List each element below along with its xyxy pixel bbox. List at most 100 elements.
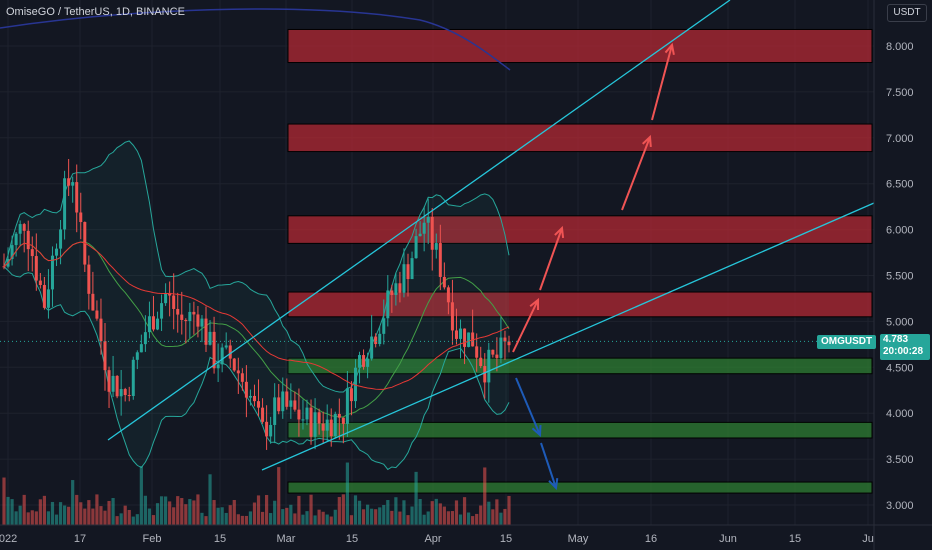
candle-body (261, 407, 265, 422)
time-tick: Ju (862, 533, 874, 545)
volume-bar (139, 466, 143, 525)
volume-bar (244, 515, 248, 525)
projection-arrow-up-head (642, 134, 652, 148)
time-tick: 16 (645, 533, 657, 545)
volume-bar (2, 477, 6, 525)
volume-bar (22, 494, 26, 525)
candle-body (390, 290, 394, 295)
candle-body (55, 248, 59, 256)
volume-bar (151, 515, 156, 525)
price-tick: 6.500 (886, 179, 914, 191)
volume-bar (14, 511, 18, 525)
candle-body (333, 413, 337, 437)
bollinger-bands (3, 140, 510, 471)
candle-body (14, 233, 18, 246)
time-tick: 17 (74, 533, 86, 545)
time-axis[interactable]: 022 17 Feb 15 Mar 15 Apr 15 May 16 Jun 15 Ju (0, 524, 932, 545)
candle-body (269, 424, 273, 437)
candle-body (430, 216, 434, 250)
price-axis[interactable]: 8.000 7.500 7.000 6.500 6.000 5.500 5.000 4.500… (873, 0, 914, 550)
candle-body (366, 358, 370, 367)
candle-body (34, 256, 38, 281)
price-tick: 5.500 (886, 271, 914, 283)
candle-body (293, 400, 297, 410)
volume-bar (479, 505, 483, 525)
candle-body (139, 344, 143, 353)
volume-bar (46, 511, 51, 525)
candle-body (224, 345, 228, 348)
candle-body (107, 370, 111, 392)
resistance-zone (287, 28, 873, 64)
candle-body (349, 388, 353, 402)
volume-bar (236, 514, 240, 525)
volume-bar (454, 500, 459, 525)
volume-bar (269, 513, 273, 525)
last-price-label: 4.783 20:00:28 (880, 334, 930, 360)
candle-body (309, 407, 313, 437)
currency-badge[interactable]: USDT (887, 4, 927, 22)
candle-body (119, 389, 123, 397)
chart-title: OmiseGO / TetherUS, 1D, BINANCE (6, 6, 185, 18)
volume-bar (414, 471, 418, 525)
bar-countdown: 20:00:28 (883, 346, 924, 357)
time-tick: 15 (789, 533, 801, 545)
candle-body (487, 349, 491, 383)
candle-body (370, 336, 374, 359)
candle-body (414, 236, 418, 259)
price-tick: 3.000 (886, 500, 914, 512)
candle-body (402, 264, 406, 293)
candle-body (212, 331, 216, 369)
candle-body (374, 336, 378, 345)
volume-bar (38, 499, 42, 525)
candle-body (491, 349, 495, 355)
candle-body (398, 283, 402, 293)
volume-bar (265, 494, 269, 525)
volume-bar (422, 514, 426, 525)
volume-bar (503, 508, 507, 525)
volume-bar (184, 504, 188, 525)
candle-body (353, 367, 357, 402)
volume-bar (349, 515, 354, 525)
candle-body (30, 249, 34, 257)
candle-body (63, 178, 67, 230)
candle-body (67, 178, 71, 186)
volume-bar (285, 507, 289, 525)
candle-body (499, 337, 503, 358)
candle-body (95, 310, 99, 319)
time-tick: Apr (424, 533, 441, 545)
volume-bar (26, 512, 30, 525)
candle-body (507, 341, 511, 346)
candle-body (321, 423, 325, 431)
time-tick: 15 (214, 533, 226, 545)
candle-body (257, 401, 261, 408)
volume-bar (71, 480, 75, 525)
volume-bar (30, 510, 34, 525)
time-tick: 022 (0, 533, 17, 545)
volume-bar (107, 500, 111, 525)
candle-body (446, 287, 450, 303)
bollinger-upper (3, 140, 510, 393)
volume-bar (487, 501, 491, 525)
volume-bar (499, 512, 503, 525)
time-tick: 15 (346, 533, 358, 545)
volume-bar (366, 504, 370, 525)
candle-body (252, 395, 256, 402)
volume-bar (58, 502, 63, 525)
volume-bar (260, 511, 265, 525)
volume-bar (357, 500, 362, 525)
candle-body (240, 373, 244, 382)
candle-body (459, 328, 463, 339)
volume-bar (91, 508, 95, 525)
volume-bar (196, 494, 200, 525)
candle-body (151, 316, 155, 330)
last-price: 4.783 (883, 334, 909, 345)
volume-bar (168, 501, 172, 525)
candle-body (341, 417, 345, 424)
volume-bars (2, 462, 511, 525)
projection-arrow-up (539, 227, 563, 291)
support-zone (287, 421, 873, 439)
projection-arrow-down-head (531, 424, 542, 438)
time-tick: 15 (500, 533, 512, 545)
candle-body (426, 216, 430, 223)
